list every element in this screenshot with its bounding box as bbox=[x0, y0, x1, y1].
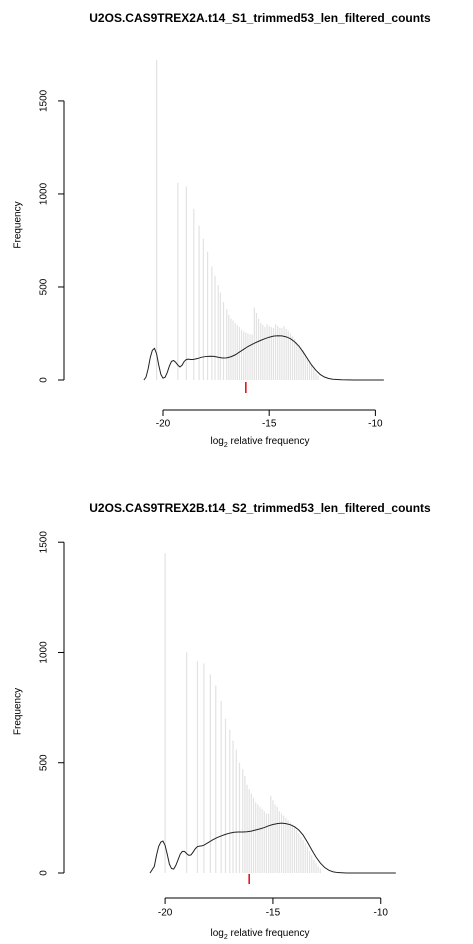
density-curve bbox=[149, 822, 396, 874]
y-axis: 0 500 1000 1500 Frequency bbox=[13, 531, 65, 876]
chart-panel-2: U2OS.CAS9TREX2B.t14_S2_trimmed53_len_fil… bbox=[13, 501, 432, 941]
x-axis-title-subscript: 2 bbox=[224, 934, 228, 941]
x-axis-title-prefix: log bbox=[211, 436, 224, 447]
x-axis-title: log2 relative frequency bbox=[211, 928, 310, 941]
x-tick-label: -20 bbox=[156, 419, 171, 430]
histogram-bars bbox=[164, 553, 321, 873]
y-tick-label: 1500 bbox=[39, 89, 50, 112]
histogram-bars bbox=[156, 60, 319, 380]
chart-panel-1: U2OS.CAS9TREX2A.t14_S1_trimmed53_len_fil… bbox=[13, 11, 432, 449]
chart-title: U2OS.CAS9TREX2B.t14_S2_trimmed53_len_fil… bbox=[89, 501, 431, 515]
y-tick-label: 1500 bbox=[39, 531, 50, 554]
x-axis-title-subscript: 2 bbox=[224, 442, 228, 449]
x-tick-label: -15 bbox=[266, 908, 281, 919]
density-curve bbox=[143, 335, 384, 381]
y-axis-title: Frequency bbox=[13, 688, 24, 735]
x-axis: -20 -15 -10 log2 relative frequency bbox=[158, 897, 389, 941]
x-axis-title-suffix: relative frequency bbox=[228, 928, 310, 939]
x-tick-label: -10 bbox=[374, 908, 389, 919]
y-axis: 0 500 1000 1500 Frequency bbox=[13, 89, 65, 383]
x-tick-label: -15 bbox=[262, 419, 277, 430]
x-axis: -20 -15 -10 log2 relative frequency bbox=[156, 409, 383, 449]
y-tick-label: 0 bbox=[39, 377, 50, 383]
x-axis-title-prefix: log bbox=[211, 928, 224, 939]
x-axis-title: log2 relative frequency bbox=[211, 436, 310, 449]
y-tick-label: 0 bbox=[39, 870, 50, 876]
x-tick-label: -10 bbox=[368, 419, 383, 430]
y-axis-title: Frequency bbox=[13, 201, 24, 248]
x-tick-label: -20 bbox=[158, 908, 173, 919]
y-tick-label: 1000 bbox=[39, 182, 50, 205]
y-tick-label: 500 bbox=[39, 278, 50, 295]
x-axis-title-suffix: relative frequency bbox=[228, 436, 310, 447]
y-tick-label: 500 bbox=[39, 754, 50, 771]
y-tick-label: 1000 bbox=[39, 641, 50, 664]
chart-title: U2OS.CAS9TREX2A.t14_S1_trimmed53_len_fil… bbox=[89, 11, 431, 25]
